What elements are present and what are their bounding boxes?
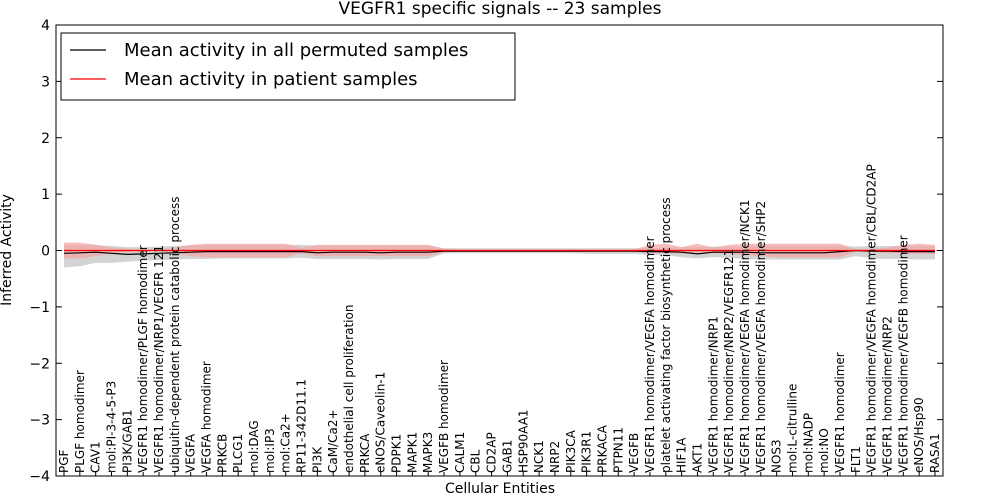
x-tick-label: HIF1A [675, 437, 689, 473]
x-axis-label: Cellular Entities [445, 481, 555, 497]
y-tick-label: −2 [29, 356, 50, 372]
x-tick-label: NRP2 [548, 441, 562, 473]
x-tick-label: CD2AP [485, 432, 499, 473]
x-tick-label: MAPK1 [405, 432, 419, 473]
x-tick-label: platelet activating factor biosynthetic … [659, 197, 673, 473]
plot-area: −4 −3 −2 −1 0 1 2 3 4 PGF PLGF homodimer CAV1 mol:PI… [29, 18, 944, 485]
x-tick-label: VEGFB [627, 433, 641, 473]
x-tick-label: mol:NO [817, 428, 831, 473]
x-tick-label: mol:Ca2+ [279, 413, 293, 473]
x-tick-label: PTPN11 [611, 427, 625, 473]
x-tick-label: VEGFR1 homodimer/VEGFA homodimer/NCK1 [738, 199, 752, 473]
x-tick-label: VEGFA homodimer [200, 361, 214, 473]
chart-title: VEGFR1 specific signals -- 23 samples [339, 0, 662, 19]
x-tick-label: mol:PI-3-4-5-P3 [105, 381, 119, 473]
x-tick-label: mol:NADP [801, 413, 815, 473]
x-tick-label: GAB1 [500, 440, 514, 473]
legend-label-patient: Mean activity in patient samples [124, 69, 418, 90]
x-tick-label: PRKACA [595, 424, 609, 473]
x-tick-label: CALM1 [453, 432, 467, 473]
x-tick-label: VEGFA [184, 433, 198, 473]
y-tick-label: 1 [41, 187, 50, 203]
x-tick-label: PDPK1 [390, 434, 404, 473]
x-tick-label: AKT1 [691, 443, 705, 473]
x-tick-label: PLCG1 [231, 434, 245, 473]
x-tick-label: mol:DAG [247, 420, 261, 473]
x-tick-label: CBL [469, 449, 483, 473]
x-tick-label: PI3K/GAB1 [120, 409, 134, 473]
x-tick-label: NOS3 [770, 439, 784, 473]
x-tick-label: PRKCA [358, 433, 372, 473]
x-tick-label: PI3K [310, 446, 324, 473]
x-tick-label: eNOS/Caveolin-1 [374, 372, 388, 473]
x-tick-label: FLT1 [849, 446, 863, 473]
x-tick-label: PIK3CA [564, 429, 578, 473]
y-tick-label: −1 [29, 300, 50, 316]
x-tick-label: VEGFR1 homodimer/PLGF homodimer [136, 245, 150, 473]
x-tick-label: VEGFR1 homodimer [833, 352, 847, 473]
x-tick-label: RP11-342D11.1 [295, 379, 309, 473]
x-tick-label: VEGFR1 homodimer/VEGFA homodimer/SHP2 [754, 201, 768, 473]
x-tick-label: PGF [57, 449, 71, 473]
legend-label-permuted: Mean activity in all permuted samples [124, 40, 468, 61]
legend-box [60, 32, 516, 101]
x-tick-label: endothelial cell proliferation [342, 305, 356, 473]
y-tick-label: 3 [41, 74, 50, 90]
y-axis-label: Inferred Activity [0, 194, 15, 306]
x-tick-label: CAV1 [89, 441, 103, 473]
y-tick-label: 4 [41, 18, 50, 34]
x-tick-label: MAPK3 [421, 432, 435, 473]
y-tick-label: 2 [41, 131, 50, 147]
x-tick-label: mol:L-citrulline [786, 384, 800, 473]
x-tick-label: NCK1 [532, 440, 546, 473]
x-tick-label: VEGFR1 homodimer/NRP1/VEGFR 121 [152, 245, 166, 473]
x-tick-label: CaM/Ca2+ [326, 409, 340, 473]
x-tick-label: ubiquitin-dependent protein catabolic pr… [168, 197, 182, 473]
x-tick-label: PLGF homodimer [73, 370, 87, 473]
x-tick-label: VEGFR1 homodimer/NRP1 [706, 316, 720, 473]
x-tick-label: mol:IP3 [263, 428, 277, 473]
x-tick-label: VEGFB homodimer [437, 360, 451, 473]
x-tick-label: VEGFR1 homodimer/NRP2 [881, 316, 895, 473]
y-tick-label: 0 [41, 244, 50, 260]
x-tick-label: eNOS/Hsp90 [912, 397, 926, 473]
x-tick-label: VEGFR1 homodimer/NRP2/VEGFR121 [722, 249, 736, 473]
x-tick-label: PIK3R1 [580, 431, 594, 473]
y-tick-label: −3 [29, 413, 50, 429]
x-tick-label: HSP90AA1 [516, 409, 530, 473]
x-tick-label: VEGFR1 homodimer/VEGFA homodimer [643, 236, 657, 473]
x-tick-label: RASA1 [928, 433, 942, 473]
x-tick-label: VEGFR1 homodimer/VEGFB homodimer [896, 235, 910, 473]
x-tick-label: VEGFR1 homodimer/VEGFA homodimer/CBL/CD2… [865, 164, 879, 473]
x-tick-label: PRKCB [215, 434, 229, 473]
y-tick-label: −4 [29, 469, 50, 485]
legend: Mean activity in all permuted samples Me… [60, 32, 516, 101]
